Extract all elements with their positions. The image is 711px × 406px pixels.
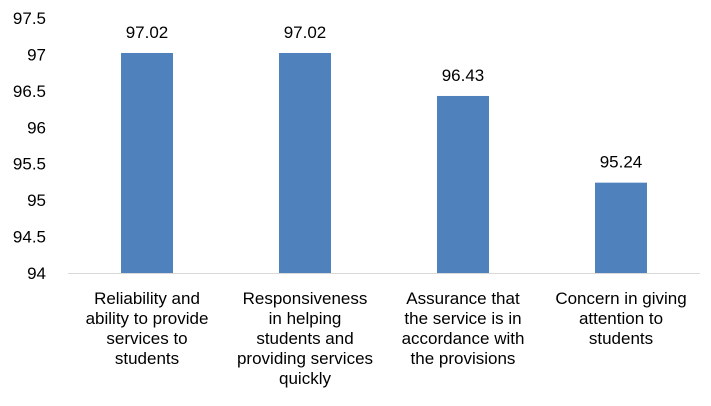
- x-tick-label: Responsiveness in helping students and prov…: [237, 289, 373, 388]
- x-tick-label-line: attention to: [579, 309, 663, 328]
- data-label: 97.02: [126, 23, 169, 42]
- y-tick-label: 94.5: [13, 228, 46, 247]
- x-tick-label-line: Concern in giving: [555, 289, 686, 308]
- bar: [121, 52, 173, 273]
- data-label: 97.02: [284, 23, 327, 42]
- x-tick-label-line: ability to provide: [86, 309, 209, 328]
- y-tick-label: 97: [27, 45, 46, 64]
- x-tick-label: Concern in giving attention to students: [555, 289, 686, 348]
- x-tick-label-line: students: [589, 329, 653, 348]
- y-tick-label: 95: [27, 191, 46, 210]
- bar: [279, 52, 331, 273]
- bar: [437, 95, 489, 273]
- x-tick-label-line: the service is in: [404, 309, 521, 328]
- x-tick-label-line: Assurance that: [406, 289, 520, 308]
- y-tick-label: 94: [27, 264, 46, 283]
- x-tick-label-line: in helping: [269, 309, 342, 328]
- data-label: 96.43: [442, 66, 485, 85]
- x-tick-label-line: Responsiveness: [243, 289, 368, 308]
- x-tick-label-line: Reliability and: [94, 289, 200, 308]
- x-tick-label: Assurance that the service is in accordanc…: [402, 289, 525, 368]
- x-tick-label-line: students: [115, 349, 179, 368]
- y-tick-label: 96: [27, 118, 46, 137]
- x-tick-label-line: the provisions: [411, 349, 516, 368]
- bar: [595, 182, 647, 273]
- x-tick-label-line: providing services: [237, 349, 373, 368]
- x-tick-label-line: quickly: [279, 369, 331, 388]
- x-tick-label-line: students and: [256, 329, 353, 348]
- y-tick-label: 95.5: [13, 155, 46, 174]
- x-tick-label: Reliability and ability to provide service…: [86, 289, 209, 368]
- y-tick-label: 97.5: [13, 9, 46, 28]
- data-label: 95.24: [600, 153, 643, 172]
- x-tick-label-line: accordance with: [402, 329, 525, 348]
- y-tick-label: 96.5: [13, 82, 46, 101]
- x-tick-label-line: services to: [106, 329, 187, 348]
